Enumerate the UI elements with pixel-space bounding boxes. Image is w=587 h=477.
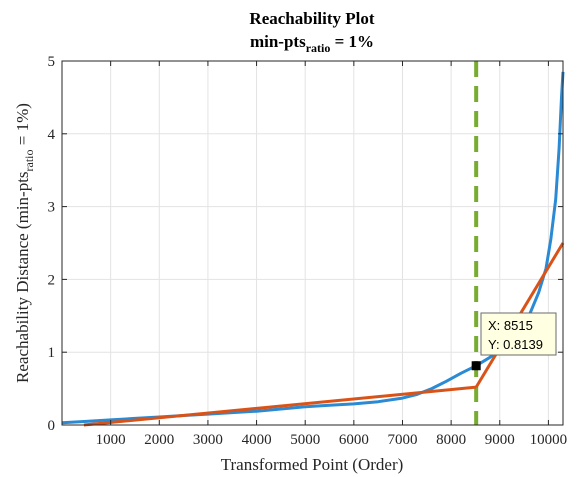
x-tick-label: 5000	[290, 432, 320, 448]
data-tip-x: X: 8515	[488, 318, 533, 333]
y-tick-label: 0	[48, 418, 56, 434]
chart-title-group: Reachability Plot min-ptsratio = 1%	[249, 9, 374, 55]
x-tick-label: 4000	[242, 432, 272, 448]
x-tick-label: 9000	[485, 432, 515, 448]
x-axis-label: Transformed Point (Order)	[221, 455, 404, 474]
y-tick-label: 2	[48, 272, 56, 288]
chart-subtitle: min-ptsratio = 1%	[250, 32, 374, 55]
y-tick-label: 5	[48, 54, 56, 70]
axes-box	[61, 60, 564, 426]
data-tip-box	[480, 312, 557, 356]
data-tip-y: Y: 0.8139	[488, 337, 543, 352]
x-tick-label: 1000	[96, 432, 126, 448]
y-tick-label: 1	[48, 345, 56, 361]
x-tick-label: 10000	[530, 432, 568, 448]
chart-title: Reachability Plot	[249, 9, 374, 28]
x-tick-label: 8000	[436, 432, 466, 448]
series-layer	[61, 61, 565, 427]
y-axis-label: Reachability Distance (min-ptsratio = 1%…	[13, 103, 36, 383]
y-tick-label: 4	[48, 127, 56, 143]
axis-ticks	[62, 60, 563, 426]
y-tick-label: 3	[48, 200, 56, 216]
x-tick-labels: 1000 2000 3000 4000 5000 6000 7000 8000 9000 1000…	[96, 432, 568, 448]
data-point-marker[interactable]	[471, 361, 481, 371]
x-tick-label: 2000	[144, 432, 174, 448]
y-tick-labels: 0 1 2 3 4 5	[48, 54, 56, 434]
x-tick-label: 7000	[387, 432, 417, 448]
data-tip[interactable]: X: 8515 Y: 0.8139	[480, 312, 557, 356]
fit-line-left-line	[83, 385, 477, 427]
x-tick-label: 6000	[339, 432, 369, 448]
x-tick-label: 3000	[193, 432, 223, 448]
